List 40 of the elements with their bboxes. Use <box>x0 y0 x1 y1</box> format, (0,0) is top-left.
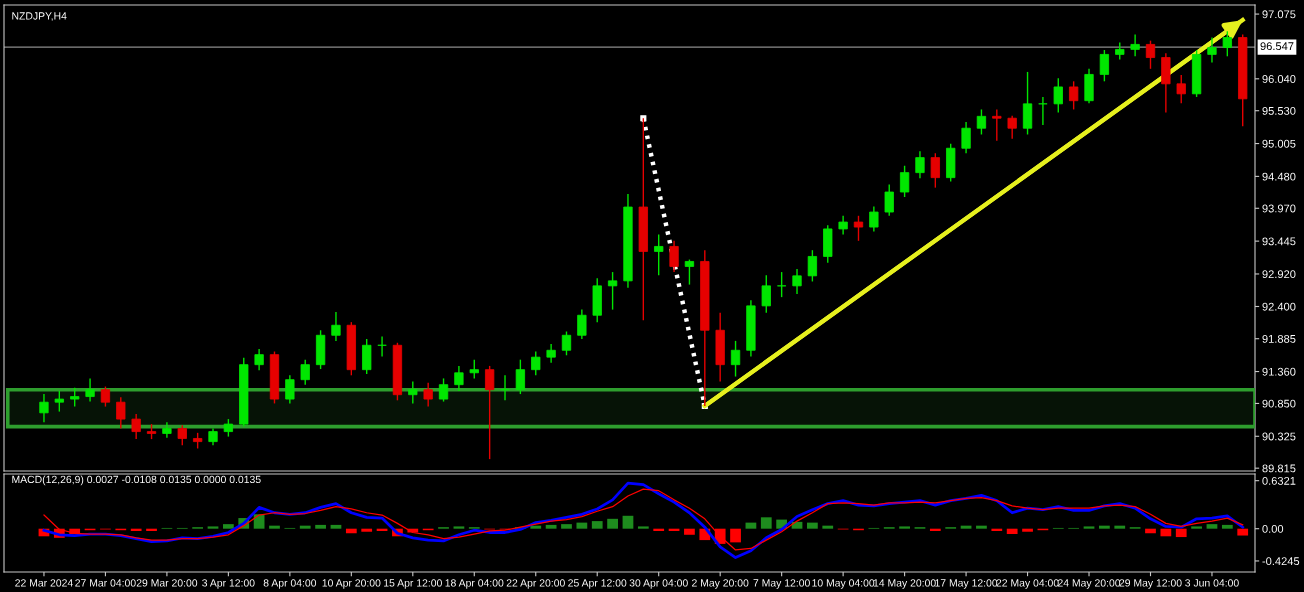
x-tick-label: 27 Mar 04:00 <box>75 579 136 587</box>
x-tick-label: 29 Mar 20:00 <box>136 579 198 587</box>
y-tick-label: -0.4245 <box>1262 557 1300 566</box>
x-tick-label: 10 Apr 20:00 <box>322 579 381 589</box>
x-tick-label: 10 May 04:00 <box>812 579 875 589</box>
x-tick-label: 7 May 12:00 <box>753 579 810 589</box>
y-tick-label: 92.400 <box>1262 302 1296 311</box>
chart-title: MACD(12,26,9) 0.0027 -0.0108 0.0135 0.0000 0.0135 <box>12 475 261 486</box>
x-tick-label: 18 Apr 04:00 <box>445 579 504 589</box>
text: NZDJPY,H4 <box>12 12 67 21</box>
y-tick-label: 93.445 <box>1262 237 1296 246</box>
x-tick-label: 22 Mar 2024 <box>15 579 73 587</box>
y-tick-label: 92.920 <box>1262 270 1296 279</box>
x-tick-label: 17 May 12:00 <box>935 579 998 589</box>
y-tick-label: 95.530 <box>1262 106 1296 115</box>
y-tick-label: 94.480 <box>1262 172 1296 181</box>
x-tick-label: 2 May 20:00 <box>692 579 749 589</box>
x-tick-label: 22 Apr 20:00 <box>506 579 565 589</box>
y-tick-label: 91.885 <box>1262 334 1296 343</box>
x-tick-label: 3 Jun 04:00 <box>1185 579 1239 587</box>
y-tick-label: 96.040 <box>1262 75 1296 83</box>
x-tick-label: 3 Apr 12:00 <box>202 579 255 589</box>
x-tick-label: 14 May 20:00 <box>873 579 936 589</box>
x-tick-label: 15 Apr 12:00 <box>384 579 442 589</box>
y-tick-label: 97.075 <box>1262 10 1296 19</box>
y-tick-label: 93.970 <box>1262 204 1296 213</box>
x-tick-label: 29 May 12:00 <box>1119 579 1182 589</box>
x-tick-label: 22 May 04:00 <box>996 579 1059 589</box>
y-tick-label: 90.850 <box>1262 399 1296 408</box>
y-tick-label: 89.815 <box>1262 464 1296 473</box>
x-tick-label: 25 Apr 12:00 <box>568 579 627 589</box>
y-tick-label: 0.00 <box>1262 524 1284 533</box>
y-tick-label: 90.325 <box>1262 432 1296 441</box>
x-tick-label: 30 Apr 04:00 <box>629 579 688 589</box>
y-tick-label: 0.6321 <box>1262 476 1296 485</box>
ref-line-label: 96.547 <box>1260 42 1294 51</box>
y-tick-label: 95.005 <box>1262 139 1296 148</box>
x-tick-label: 8 Apr 04:00 <box>263 579 317 589</box>
y-tick-label: 91.360 <box>1262 367 1296 376</box>
x-tick-label: 24 May 20:00 <box>1057 579 1121 589</box>
